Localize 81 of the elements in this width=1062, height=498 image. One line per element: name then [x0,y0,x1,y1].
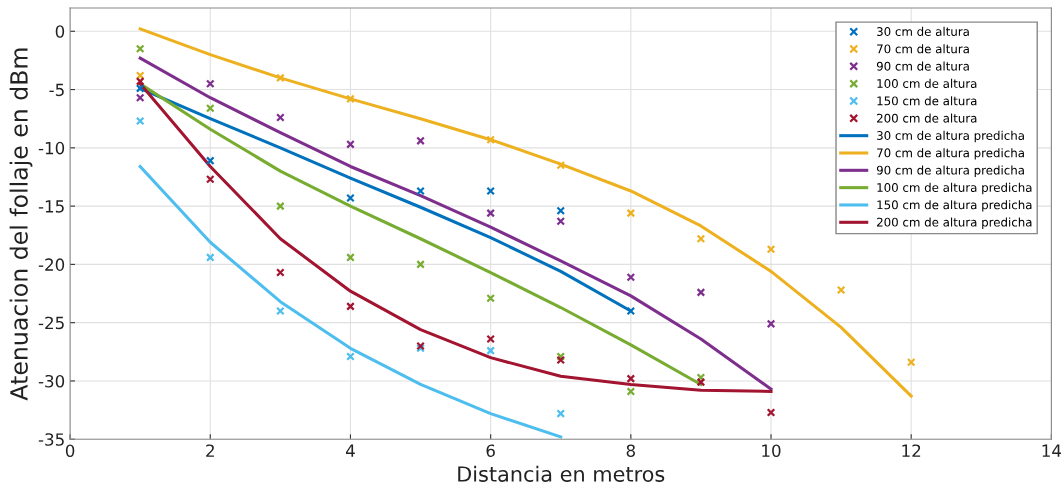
y-tick-label: -15 [38,200,64,213]
legend-label: 100 cm de altura predicha [877,182,1032,195]
point [626,208,636,218]
point [276,113,285,122]
point [135,71,145,80]
point [346,301,355,311]
point [346,139,355,149]
point [556,206,566,216]
legend-label: 200 cm de altura [877,113,977,123]
x-tick-label: 14 [1042,444,1062,457]
point [416,186,425,196]
point [205,253,215,262]
point [346,352,355,361]
point [486,186,496,196]
point [766,319,776,329]
y-tick-label: -35 [38,433,64,446]
point [486,208,496,218]
y-axis-title: Atenuacion del follaje en dBm [9,48,33,401]
point [346,193,355,203]
point [696,377,706,387]
point [205,156,215,166]
legend-label: 150 cm de altura predicha [877,200,1032,212]
legend-label: 200 cm de altura predicha [877,217,1032,229]
legend-label: 70 cm de altura predicha [877,148,1024,160]
x-tick-label: 0 [65,444,75,457]
point [486,334,496,344]
point [766,408,776,417]
legend-label: 30 cm de altura [877,26,969,36]
point [626,306,636,316]
point [556,160,566,170]
x-tick-label: 4 [345,444,355,457]
point [906,357,916,367]
x-tick-label: 8 [626,444,635,457]
y-tick-label: -30 [38,374,65,388]
point [696,234,706,244]
point [836,285,846,295]
line-series [138,164,563,439]
point [696,373,706,382]
y-tick-label: 0 [55,25,65,38]
point [626,387,636,396]
legend-label: 70 cm de altura [877,44,969,54]
legend-label: 90 cm de altura predicha [876,165,1024,177]
y-tick-label: -25 [38,316,64,330]
x-tick-label: 10 [762,444,781,457]
legend-label: 90 cm de altura [876,61,969,71]
point [346,94,355,104]
point [276,201,285,211]
y-tick-label: -5 [49,83,64,97]
point [346,253,355,262]
y-tick-label: -20 [38,258,65,271]
point [205,79,215,89]
y-tick-label: -10 [38,141,65,155]
legend-label: 30 cm de altura predicha [877,130,1024,143]
legend-label: 100 cm de altura [877,78,977,88]
point [556,352,566,361]
point [626,272,636,282]
point [276,268,285,277]
point [135,116,145,126]
point [486,346,496,356]
point [766,244,776,254]
x-tick-label: 12 [902,444,921,457]
point [626,374,636,383]
x-tick-label: 6 [486,444,495,457]
point [135,44,145,54]
point [556,216,566,226]
point [276,306,285,316]
point [486,293,496,303]
point [416,136,425,146]
point [205,103,215,113]
point [205,174,215,184]
legend-label: 150 cm de altura [877,96,977,106]
point [696,288,706,297]
point [135,93,145,103]
point [486,135,496,145]
point [135,84,145,93]
point [416,260,425,269]
point [276,73,285,83]
x-axis-title: Distancia en metros [458,465,665,482]
point [556,409,566,418]
point [556,355,566,365]
x-tick-label: 2 [206,444,214,457]
